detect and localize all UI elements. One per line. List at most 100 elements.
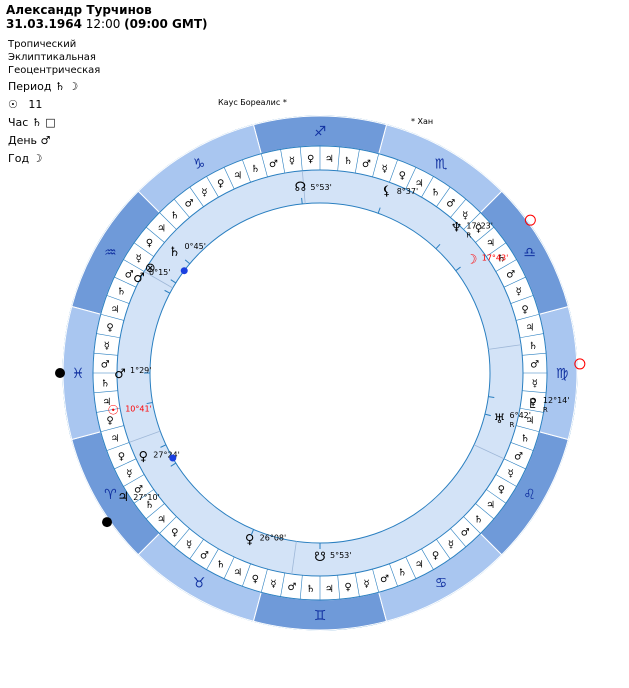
planets-layer: ☊ 5°53' ⚸ 8°37'♆ 17°23'R☽ 17°43'♂ 0°15'⊗♄ 0°45'…: [107, 180, 569, 565]
term-ruler-icon: ♂: [506, 270, 515, 281]
term-ruler-icon: ♄: [497, 253, 506, 264]
term-ruler-icon: ♂: [269, 159, 278, 170]
term-divider: [223, 167, 235, 190]
term-divider: [242, 563, 251, 587]
term-ruler-icon: ♀: [106, 322, 113, 333]
term-divider: [280, 149, 286, 174]
planet-marker: ♄ 0°45': [169, 242, 206, 265]
term-ruler-icon: ☿: [448, 540, 454, 551]
term-ruler-icon: ☿: [104, 341, 110, 352]
planet-icon: ♅: [494, 412, 506, 427]
term-ruler-icon: ♂: [380, 574, 389, 585]
term-ruler-icon: ♄: [344, 156, 353, 167]
term-ruler-icon: ♃: [525, 322, 534, 333]
term-ruler-icon: ♂: [185, 198, 194, 209]
term-divider: [450, 198, 467, 218]
term-divider: [133, 242, 154, 257]
birth-gmt: (09:00 GMT): [124, 17, 208, 31]
planet-icon: ♂: [133, 271, 145, 286]
term-divider: [106, 295, 130, 304]
planet-icon: ♃: [117, 490, 129, 505]
planet-tick: [146, 402, 153, 405]
planet-icon: ♆: [451, 221, 463, 236]
term-divider: [242, 159, 251, 183]
term-divider: [389, 563, 398, 587]
planet-icon: ⊗: [145, 261, 156, 276]
planet-degree-label: 1°29': [130, 366, 151, 375]
term-divider: [495, 259, 517, 272]
person-name: Александр Турчинов: [6, 3, 152, 17]
day-label: День: [8, 134, 38, 147]
term-ruler-icon: ♄: [101, 378, 110, 389]
term-ruler-icon: ♃: [486, 238, 495, 249]
term-divider: [133, 489, 154, 504]
fixed-star-marker: [574, 358, 586, 370]
star-kaus-borealis: Каус Бореалис *: [218, 98, 287, 107]
term-divider: [436, 186, 451, 207]
birth-time: 12:00: [85, 17, 121, 31]
term-divider: [260, 153, 268, 177]
planet-tick: [160, 444, 167, 448]
term-divider: [519, 407, 544, 413]
term-ruler-icon: ♃: [102, 397, 111, 408]
term-divider: [337, 575, 341, 600]
term-divider: [389, 159, 398, 183]
planet-icon: ♀: [139, 449, 149, 464]
term-ruler-icon: ♄: [251, 164, 260, 175]
planet-degree-label: 17°43': [482, 254, 509, 263]
planet-tick: [435, 243, 441, 250]
period-label: Период: [8, 80, 52, 93]
zodiac-sign-icon: ♋: [435, 576, 448, 592]
term-divider: [123, 474, 145, 487]
setting-zodiac: Тропический: [8, 39, 77, 50]
day-row: День ♂: [8, 134, 50, 147]
house-divider: [488, 344, 522, 350]
star-icon: *: [282, 98, 287, 107]
term-ruler-icon: ☿: [126, 468, 132, 479]
zodiac-sign-icon: ♉: [193, 576, 206, 592]
planet-icon: ♇: [527, 397, 539, 412]
center-circle: [149, 202, 491, 544]
planet-tick: [250, 529, 255, 536]
zodiac-sign-icon: ♌: [523, 487, 536, 503]
planet-degree-label: 8°37': [397, 187, 418, 196]
fixed-star-marker: [524, 214, 536, 226]
term-divider: [159, 516, 177, 534]
term-divider: [372, 569, 380, 593]
term-ruler-icon: ☿: [516, 287, 522, 298]
zodiac-sign-icon: ♓: [72, 366, 85, 382]
zodiac-sign-icon: ♍: [556, 366, 569, 382]
term-divider: [503, 458, 526, 470]
house-divider: [291, 541, 297, 575]
planet-tick: [377, 207, 381, 214]
term-ruler-icon: ♀: [475, 224, 482, 235]
term-ruler-icon: ♂: [461, 528, 470, 539]
planet-marker: ☊ 5°53': [295, 180, 332, 204]
term-divider: [93, 390, 118, 394]
planet-tick: [170, 462, 177, 467]
angle-point: [102, 517, 113, 528]
house-divider: [129, 430, 161, 443]
term-ruler-icon: ♀: [118, 451, 125, 462]
term-ruler-icon: ♃: [233, 568, 242, 579]
retrograde-label: R: [543, 406, 548, 414]
term-ruler-icon: ♀: [529, 397, 536, 408]
term-divider: [516, 425, 540, 433]
zodiac-sign-icon: ♊: [314, 608, 327, 624]
year-row: Год ☽: [8, 152, 42, 165]
term-divider: [421, 548, 434, 570]
year-label: Год: [8, 152, 30, 165]
planet-icon: ♂: [114, 367, 126, 382]
term-ruler-icon: ♂: [101, 360, 110, 371]
term-divider: [96, 407, 121, 413]
planet-marker: ☽ 17°43': [455, 253, 509, 272]
term-divider: [189, 186, 204, 207]
term-ruler-icon: ♄: [145, 500, 154, 511]
term-ruler-icon: ♄: [431, 188, 440, 199]
planet-degree-label: 6°42': [510, 411, 531, 420]
planet-degree-label: 5°53': [330, 551, 351, 560]
hour-row: Час ♄ □: [8, 116, 56, 129]
day-glyph: ♂: [40, 134, 51, 147]
term-ruler-icon: ♂: [134, 485, 143, 496]
term-divider: [106, 442, 130, 451]
